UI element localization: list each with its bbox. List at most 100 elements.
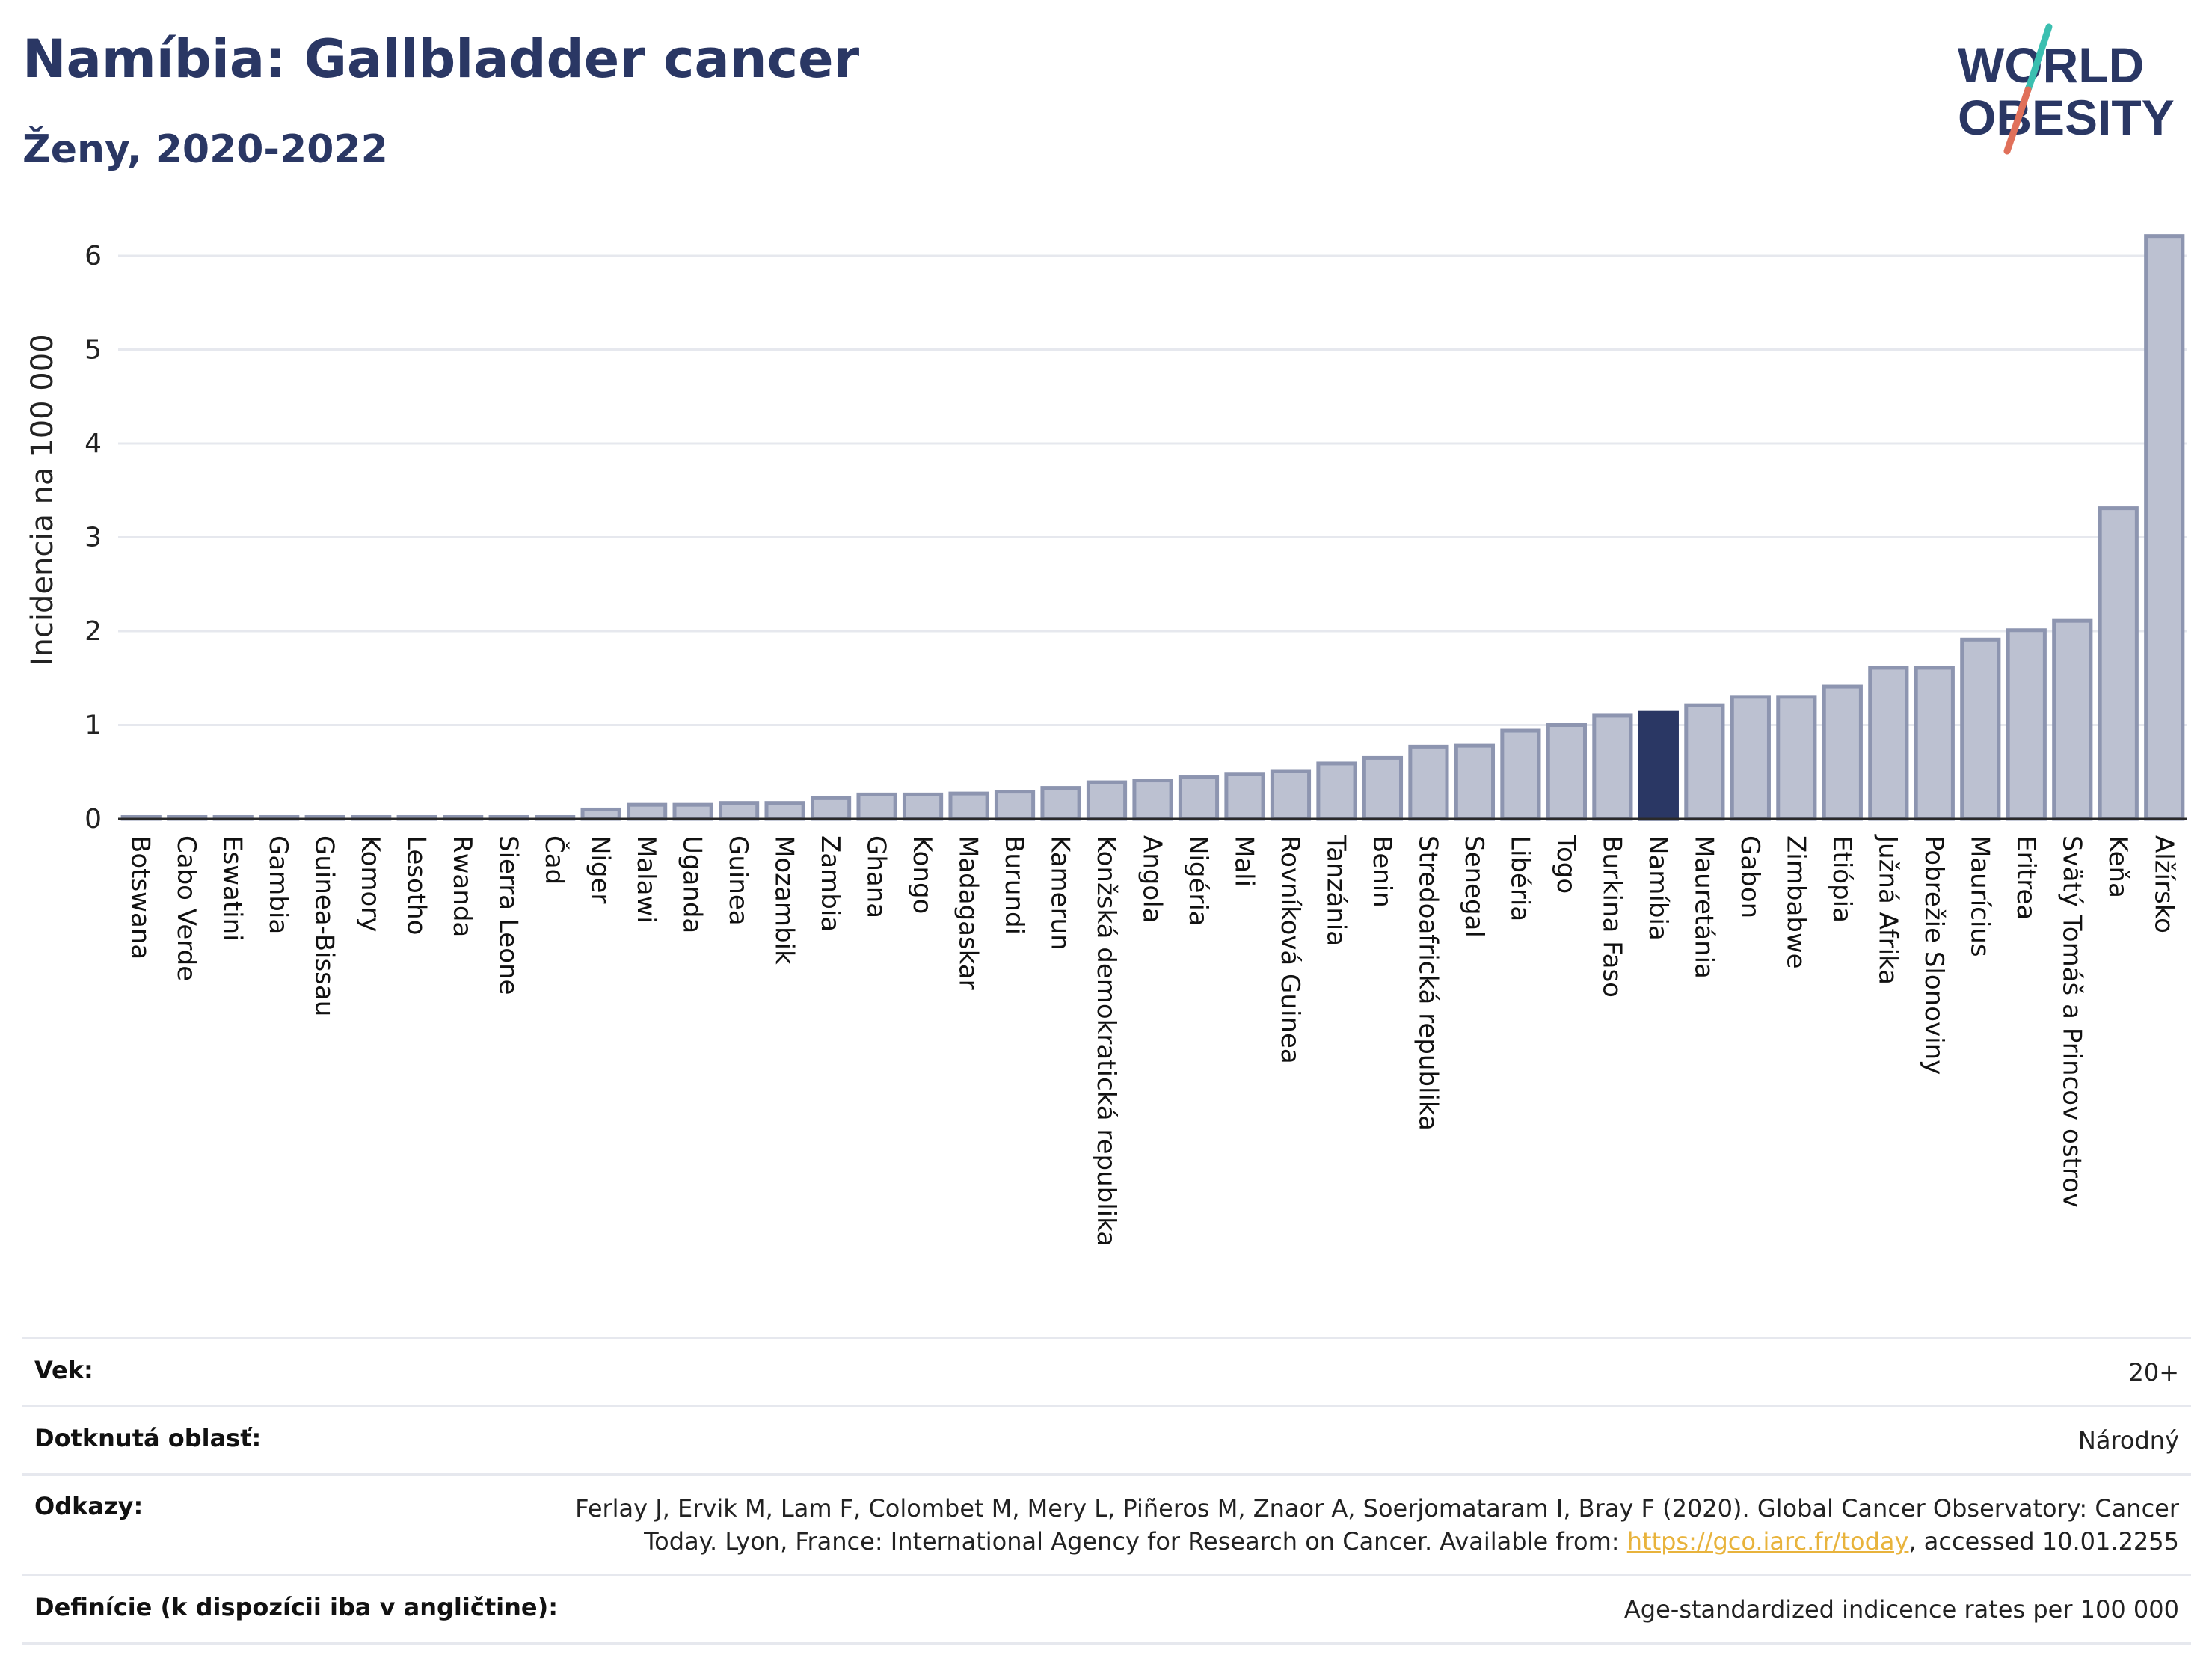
bar: [764, 801, 805, 821]
x-tick-label: Angola: [1137, 835, 1167, 923]
bar: [1040, 786, 1081, 821]
bar: [856, 792, 897, 821]
bar: [580, 807, 621, 821]
bar-chart: 0 1 2 3 4 5 6 Incidencia na 100 000 Botswana Cabo…: [25, 234, 2187, 1247]
bar: [1316, 761, 1357, 821]
meta-label-age: Vek:: [34, 1356, 93, 1384]
x-tick-label: Etiópia: [1827, 835, 1857, 923]
bar: [1914, 666, 1955, 821]
bar: [1730, 695, 1771, 821]
x-tick-label: Togo: [1551, 835, 1581, 894]
x-tick-label: Sierra Leone: [494, 835, 523, 995]
page-subtitle: Ženy, 2020-2022: [22, 127, 388, 172]
bar: [1592, 713, 1633, 821]
x-tick-label: Zambia: [815, 835, 845, 932]
y-tick-label: 5: [85, 335, 102, 366]
bar: [719, 801, 760, 821]
x-tick-label: Burundi: [999, 835, 1029, 935]
page-title: Namíbia: Gallbladder cancer: [22, 28, 860, 90]
x-tick-label: Pobrežie Slonoviny: [1919, 835, 1949, 1075]
bar: [1684, 703, 1725, 821]
x-tick-label: Benin: [1367, 835, 1397, 908]
meta-row-area: Dotknutá oblasť: Národný: [22, 1405, 2191, 1473]
x-tick-label: Senegal: [1459, 835, 1489, 938]
x-tick-label: Zimbabwe: [1781, 835, 1810, 969]
x-tick-label: Nigéria: [1183, 835, 1213, 927]
meta-value-definitions: Age-standardized indicence rates per 100…: [1623, 1595, 2179, 1624]
x-tick-label: Gabon: [1735, 835, 1765, 918]
meta-label-area: Dotknutá oblasť:: [34, 1424, 262, 1452]
logo-line-world: WORLD: [1958, 37, 2144, 93]
meta-row-age: Vek: 20+: [22, 1337, 2191, 1405]
bar: [1132, 779, 1173, 821]
bar: [902, 792, 944, 821]
meta-label-references: Odkazy:: [34, 1492, 144, 1520]
x-tick-label: Mozambik: [769, 835, 799, 965]
meta-value-area: Národný: [2077, 1426, 2179, 1455]
bar: [1178, 775, 1220, 821]
bar: [2006, 628, 2047, 821]
y-axis-label: Incidencia na 100 000: [25, 334, 60, 666]
x-tick-label: Čad: [539, 835, 570, 885]
bar: [1776, 695, 1817, 821]
bar: [948, 791, 989, 821]
x-tick-label: Mali: [1229, 835, 1259, 887]
x-tick-label: Svätý Tomáš a Princov ostrov: [2056, 835, 2086, 1208]
world-obesity-logo: WORLD OBESITY: [1958, 23, 2175, 155]
x-tick-label: Alžírsko: [2148, 835, 2178, 933]
x-tick-label: Botswana: [126, 835, 156, 959]
x-tick-label: Madagaskar: [953, 835, 983, 990]
x-tick-label: Malawi: [631, 835, 661, 924]
reference-accessed: , accessed 10.01.2255: [1908, 1527, 2179, 1556]
bar: [1822, 684, 1863, 821]
meta-label-definitions: Definície (k dispozícii iba v angličtine…: [34, 1593, 558, 1621]
bar: [1500, 728, 1541, 821]
x-tick-label: Namíbia: [1643, 835, 1673, 941]
bar: [2098, 506, 2139, 821]
x-tick-label: Ghana: [861, 835, 891, 918]
x-tick-label: Burkina Faso: [1597, 835, 1626, 998]
bar: [994, 790, 1036, 821]
x-tick-label: Mauretánia: [1689, 835, 1718, 979]
metadata-table: Vek: 20+ Dotknutá oblasť: Národný Odkazy…: [22, 1337, 2191, 1645]
y-tick-label: 1: [85, 710, 102, 741]
logo-line-obesity: OBESITY: [1958, 90, 2175, 145]
bar: [1408, 744, 1449, 821]
bar: [1362, 755, 1404, 821]
x-tick-label: Cabo Verde: [171, 835, 201, 981]
x-tick-label: Lesotho: [402, 835, 431, 935]
bar: [810, 796, 852, 821]
y-tick-label: 3: [85, 523, 102, 553]
x-tick-label: Uganda: [678, 835, 707, 933]
y-tick-label: 6: [85, 241, 102, 271]
x-tick-label: Guinea-Bissau: [310, 835, 340, 1016]
bar: [2144, 234, 2185, 821]
bar: [1454, 743, 1496, 821]
x-tick-label: Rwanda: [447, 835, 477, 937]
x-tick-label: Eritrea: [2011, 835, 2041, 920]
x-tick-label: Keňa: [2103, 835, 2133, 898]
y-tick-label: 4: [85, 429, 102, 459]
meta-value-age: 20+: [2128, 1358, 2179, 1387]
meta-row-references: Odkazy: Ferlay J, Ervik M, Lam F, Colomb…: [22, 1473, 2191, 1574]
y-tick-label: 0: [85, 804, 102, 835]
x-tick-label: Eswatini: [218, 835, 248, 942]
x-tick-label: Južná Afrika: [1872, 834, 1902, 985]
bar: [1224, 772, 1265, 821]
reference-text: Ferlay J, Ervik M, Lam F, Colombet M, Me…: [575, 1494, 2179, 1556]
bar: [672, 802, 713, 821]
x-tick-label: Kamerun: [1045, 835, 1075, 951]
x-tick-label: Libéria: [1505, 835, 1534, 921]
bar: [1270, 769, 1312, 821]
logo-slash-teal: [2024, 23, 2053, 93]
x-tick-label: Gambia: [263, 835, 293, 934]
reference-link[interactable]: https://gco.iarc.fr/today: [1626, 1527, 1909, 1556]
x-tick-label: Maurícius: [1964, 835, 1994, 957]
meta-value-references: Ferlay J, Ervik M, Lam F, Colombet M, Me…: [571, 1492, 2191, 1558]
logo-slash-red: [2003, 86, 2032, 155]
x-tick-label: Stredoafrická republika: [1413, 835, 1443, 1131]
x-tick-label: Kongo: [907, 835, 937, 914]
x-tick-label: Rovníková Guinea: [1275, 835, 1305, 1064]
x-tick-label: Guinea: [723, 835, 753, 926]
bar: [1086, 780, 1128, 821]
